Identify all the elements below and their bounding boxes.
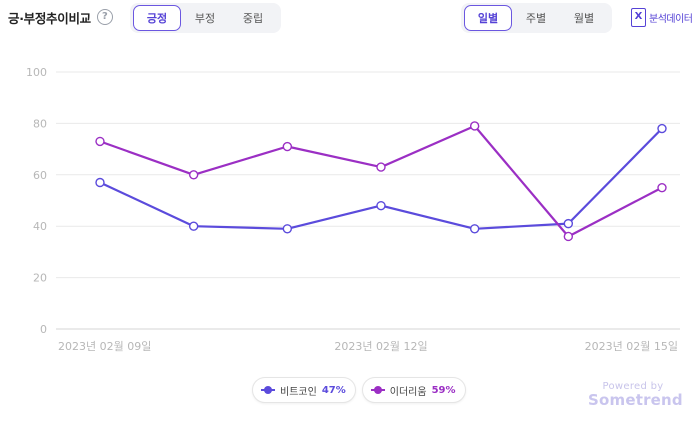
data-point [188, 170, 199, 180]
y-tick-label: 80 [33, 117, 47, 130]
tab-negative[interactable]: 부정 [194, 12, 216, 25]
x-tick-label: 2023년 02월 09일 [58, 339, 151, 353]
y-tick-label: 100 [26, 66, 47, 79]
y-tick-label: 0 [40, 323, 47, 336]
data-point [469, 121, 480, 131]
data-point [282, 141, 293, 152]
legend-item-ethereum[interactable]: 이더리움 59% [361, 377, 466, 403]
data-point [282, 224, 293, 234]
export-data-button[interactable]: X 분석데이터 [631, 6, 693, 28]
data-point [188, 221, 199, 231]
tab-daily[interactable]: 일별 [464, 5, 512, 31]
excel-icon: X [631, 7, 646, 27]
tab-neutral[interactable]: 중립 [242, 12, 264, 25]
page-title: 긍·부정추이비교 [8, 10, 91, 26]
y-tick-label: 60 [33, 169, 47, 182]
data-point [563, 218, 574, 229]
data-point [376, 200, 386, 211]
legend-marker-icon [261, 385, 275, 395]
tab-weekly[interactable]: 주별 [525, 12, 547, 25]
series-line [98, 124, 664, 238]
data-point [469, 224, 480, 234]
legend-item-bitcoin[interactable]: 비트코인 47% [252, 377, 356, 403]
x-tick-label: 2023년 02월 15일 [585, 339, 678, 353]
y-tick-label: 20 [33, 272, 47, 285]
series-line [98, 127, 664, 230]
y-tick-label: 40 [33, 220, 47, 233]
x-tick-label: 2023년 02월 12일 [334, 339, 427, 353]
chart-legend: 비트코인 47% 이더리움 59% [252, 377, 466, 403]
powered-by-logo: Powered by Sometrend [588, 381, 683, 409]
tab-positive[interactable]: 긍정 [133, 5, 181, 31]
data-point [657, 123, 667, 134]
export-label: 분석데이터 [649, 13, 693, 25]
tab-monthly[interactable]: 월별 [573, 12, 595, 25]
data-point [376, 162, 386, 172]
powered-by-text: Powered by [602, 381, 664, 392]
chart-header: 긍·부정추이비교 ? [8, 6, 113, 28]
brand-logo-text: Sometrend [588, 391, 683, 409]
data-point [657, 182, 667, 193]
data-point [95, 136, 105, 147]
legend-percent: 47% [321, 384, 346, 396]
sentiment-tabs: 긍정 부정 중립 [130, 3, 281, 33]
legend-name: 비트코인 [280, 386, 317, 398]
legend-name: 이더리움 [389, 386, 427, 398]
data-point [563, 231, 574, 242]
help-icon[interactable]: ? [96, 9, 113, 25]
period-tabs: 일별 주별 월별 [461, 3, 612, 33]
legend-marker-icon [370, 385, 385, 395]
data-point [95, 177, 105, 188]
legend-percent: 59% [431, 384, 456, 396]
